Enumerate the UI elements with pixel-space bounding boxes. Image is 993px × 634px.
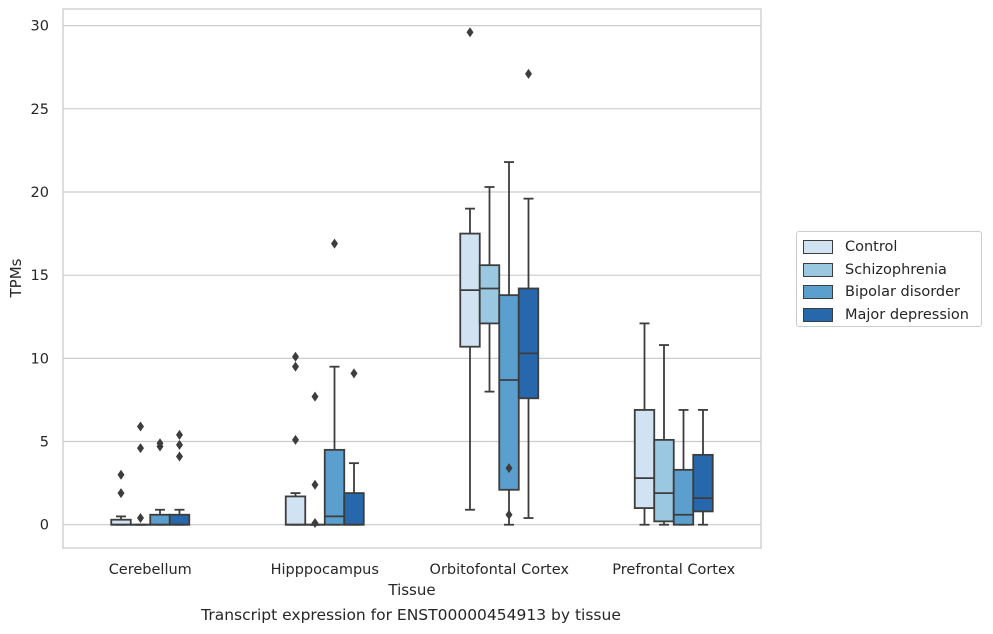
legend-item: Major depression [803,304,975,327]
outlier-point [505,509,513,520]
x-tick-labels: Cerebellum Hipppocampus Orbitofontal Corte… [109,562,736,578]
x-tick-label: Cerebellum [109,562,192,578]
y-axis-label: TPMs [7,258,25,298]
iqr-box [478,264,501,325]
box-group [672,409,695,526]
outlier-point [137,421,144,432]
legend-swatch [803,285,833,300]
outlier-point [350,368,358,379]
box-group [343,368,365,526]
outlier-point [176,439,183,450]
plot-frame [62,8,762,549]
iqr-box [692,453,714,513]
box-group [517,68,540,519]
y-tick-label: 10 [31,351,49,367]
box-group [129,421,152,526]
y-tick-label: 20 [31,185,49,201]
iqr-box [149,513,171,526]
box-group [459,27,481,511]
iqr-box [498,294,520,491]
x-tick-label: Hipppocampus [271,562,379,578]
y-tick-label: 0 [40,518,49,534]
legend-label: Control [845,239,898,256]
iqr-box [168,513,191,526]
box-group [692,409,714,526]
iqr-box [653,438,675,523]
outlier-point [292,434,299,445]
outlier-point [505,463,513,474]
legend-label: Schizophrenia [845,261,947,278]
legend-label: Bipolar disorder [845,284,960,301]
iqr-box [517,287,540,400]
y-tick-labels: 0 5 10 15 20 25 30 [31,19,49,534]
x-tick-label: Prefrontal Cortex [612,562,735,578]
x-axis-label: Tissue [387,581,435,599]
legend-item: Schizophrenia [803,259,975,282]
chart-caption: Transcript expression for ENST0000045491… [201,606,621,624]
legend-item: Bipolar disorder [803,281,975,304]
outlier-point [137,513,144,524]
box-group [323,238,346,526]
outlier-point [176,451,183,462]
box-group [110,469,132,526]
legend-item: Control [803,236,975,259]
box-group [304,391,326,529]
box-group [633,322,656,526]
y-tick-label: 5 [40,435,49,451]
legend-swatch [803,240,833,255]
iqr-box [284,495,307,526]
y-tick-label: 15 [31,268,49,284]
outlier-point [466,27,474,38]
outlier-point [525,68,532,79]
legend: Control Schizophrenia Bipolar disorder Majo… [796,231,982,327]
outlier-point [137,443,144,454]
outlier-point [156,438,164,449]
box-group [284,351,307,526]
legend-label: Major depression [845,306,969,323]
box-group [149,438,171,526]
outlier-point [292,361,299,372]
outlier-point [117,488,125,499]
legend-swatch [803,262,833,277]
box-group [168,429,191,526]
box-group [498,161,520,526]
y-tick-label: 25 [31,102,49,118]
outlier-point [311,391,319,402]
iqr-box [343,492,365,526]
y-tick-label: 30 [31,19,49,35]
outlier-point [311,479,319,490]
outlier-point [331,238,338,249]
outlier-point [176,429,183,440]
outlier-point [311,518,319,529]
outlier-point [292,351,299,362]
iqr-box [633,409,656,509]
iqr-box [672,468,695,526]
box-group [653,344,675,526]
x-tick-label: Orbitofontal Cortex [430,562,570,578]
legend-swatch [803,307,833,322]
iqr-box [323,448,346,526]
box-marks [110,27,714,529]
box-group [478,186,501,393]
outlier-point [117,469,125,480]
